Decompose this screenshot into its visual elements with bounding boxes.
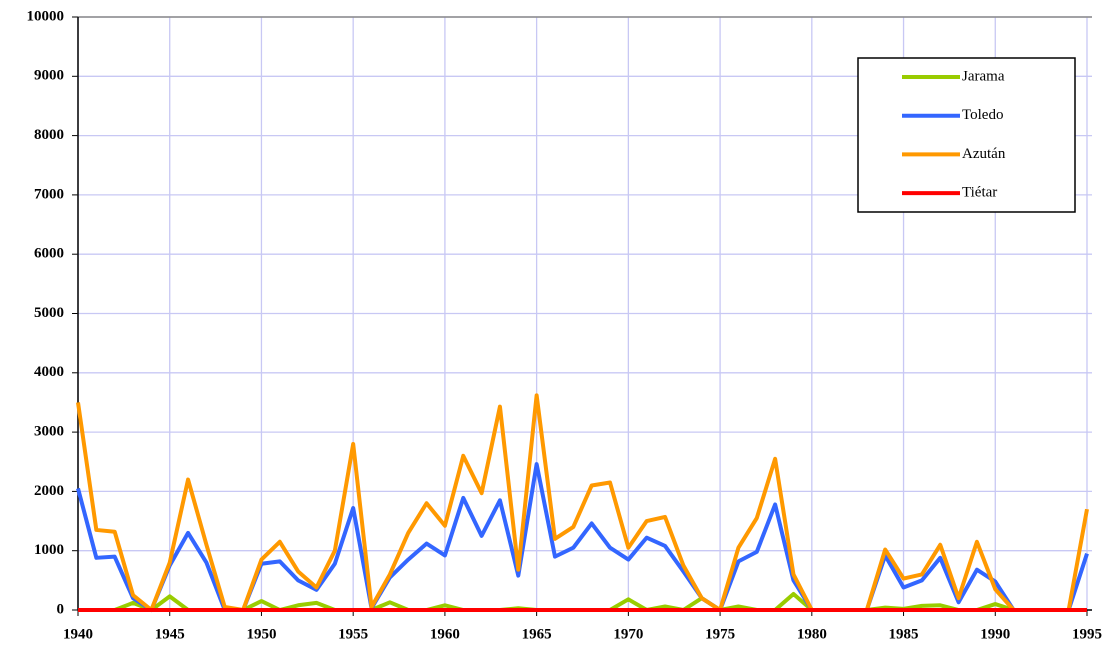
legend-label: Tiétar [962, 185, 997, 201]
legend-box [857, 57, 1076, 213]
x-tick-label: 1940 [63, 626, 93, 642]
y-tick-label: 6000 [34, 246, 64, 262]
y-tick-label: 4000 [34, 364, 64, 380]
y-tick-label: 10000 [27, 8, 65, 24]
x-tick-label: 1975 [705, 626, 735, 642]
x-tick-label: 1995 [1072, 626, 1102, 642]
legend-label: Azután [962, 146, 1006, 162]
series-line [76, 393, 1089, 612]
x-tick-label: 1945 [155, 626, 185, 642]
y-tick-label: 0 [57, 601, 65, 617]
y-tick-label: 8000 [34, 127, 64, 143]
y-tick-label: 5000 [34, 305, 64, 321]
x-tick-label: 1960 [430, 626, 460, 642]
x-tick-label: 1965 [522, 626, 552, 642]
x-tick-label: 1955 [338, 626, 368, 642]
y-tick-label: 9000 [34, 68, 64, 84]
y-tick-label: 3000 [34, 424, 64, 440]
x-tick-label: 1970 [613, 626, 643, 642]
x-tick-label: 1950 [246, 626, 276, 642]
legend-label: Toledo [962, 107, 1003, 123]
legend-label: Jarama [962, 68, 1005, 84]
x-tick-label: 1985 [889, 626, 919, 642]
y-tick-label: 2000 [34, 483, 64, 499]
y-tick-label: 7000 [34, 186, 64, 202]
x-tick-label: 1980 [797, 626, 827, 642]
y-tick-label: 1000 [34, 542, 64, 558]
x-tick-label: 1990 [980, 626, 1010, 642]
